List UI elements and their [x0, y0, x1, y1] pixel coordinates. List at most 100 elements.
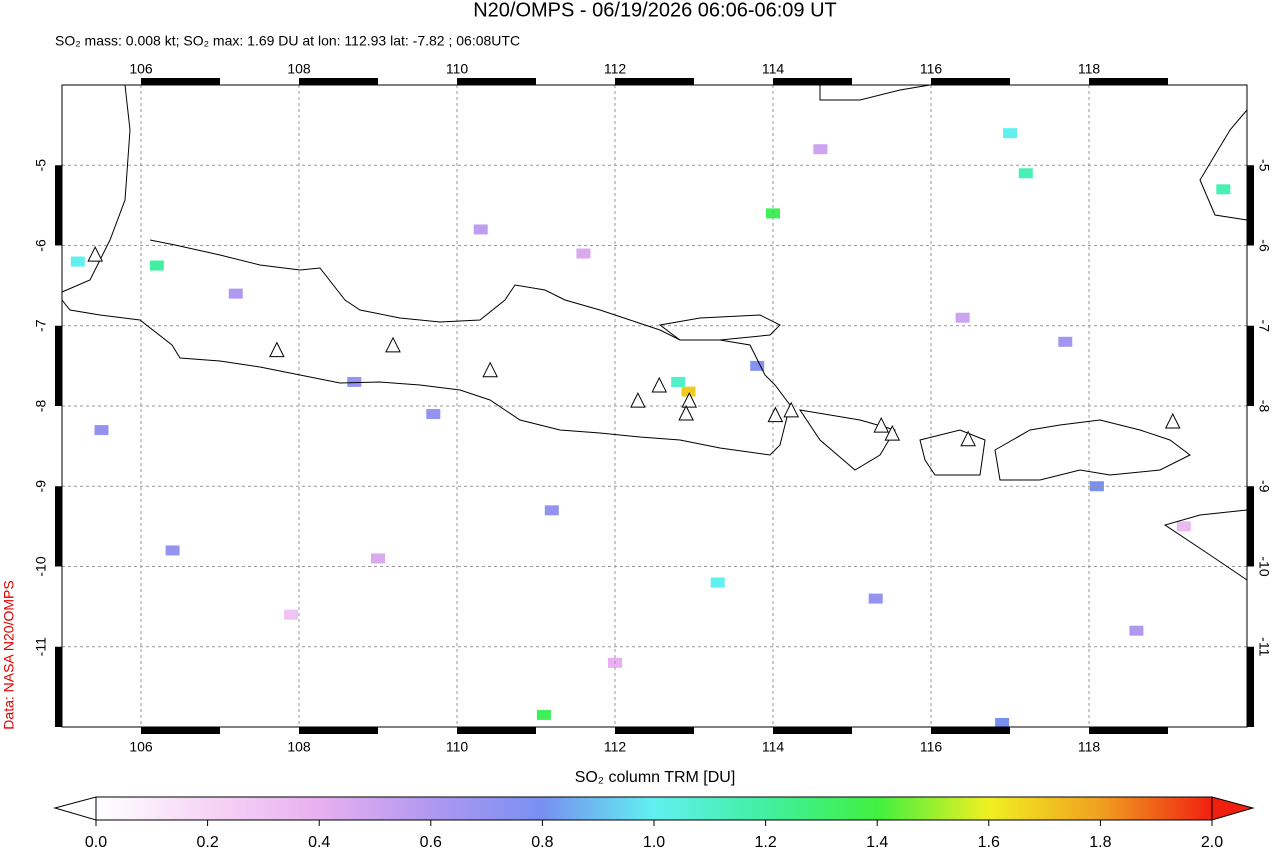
map-area [62, 85, 1247, 728]
x-tick-label: 108 [287, 61, 311, 77]
colorbar: SO₂ column TRM [DU] 0.0 0.2 0.4 0.6 0.8 1.0 1.… [53, 769, 1255, 851]
colorbar-tick-label: 1.2 [754, 834, 776, 851]
y-tick-label: -8 [33, 400, 49, 413]
frame-bar [299, 78, 378, 85]
x-tick-label: 116 [920, 61, 943, 77]
frame-bar [1089, 727, 1168, 734]
so2-pixel [94, 425, 109, 436]
so2-pixel [1176, 521, 1191, 532]
frame-bar [1247, 165, 1254, 246]
so2-pixel [371, 553, 385, 564]
coastline [798, 409, 896, 471]
so2-pixel [536, 709, 551, 720]
so2-pixel [284, 609, 299, 620]
y-tick-label: -7 [33, 319, 49, 332]
coastline [61, 84, 131, 293]
colorbar-label: SO₂ column TRM [DU] [575, 769, 736, 786]
colorbar-tick-label: 2.0 [1201, 834, 1223, 851]
y-tick-label: -11 [1256, 637, 1272, 656]
so2-pixel [1018, 168, 1033, 179]
frame [55, 78, 1254, 734]
coastline [61, 239, 791, 456]
colorbar-tick-label: 0.4 [308, 834, 330, 851]
y-tick-label: -9 [1256, 480, 1272, 493]
coastlines [61, 84, 1248, 581]
map-background [62, 85, 1247, 727]
x-tick-label: 106 [129, 61, 153, 77]
source: Data: NASA N20/OMPS [1, 580, 17, 729]
volcano [783, 401, 799, 418]
y-tick-label: -11 [33, 637, 49, 656]
so2-pixel [165, 545, 180, 556]
x-tick-label: 112 [604, 739, 627, 755]
colorbar-tick-label: 0.8 [531, 834, 553, 851]
so2-pixel [473, 224, 488, 235]
colorbar-over-arrow [1211, 796, 1255, 821]
frame-bar [615, 78, 694, 85]
title: N20/OMPS - 06/19/2026 06:06-06:09 UT [473, 0, 837, 21]
colorbar-tick-label: 0.6 [420, 834, 442, 851]
so2-pixel [228, 288, 243, 299]
frame-bar [55, 165, 62, 246]
x-tick-label: 106 [129, 739, 153, 755]
coastline [919, 429, 986, 476]
colorbar-tick-label: 0.0 [85, 834, 107, 851]
frame-bar [773, 78, 852, 85]
volcano [385, 336, 401, 353]
so2-pixel [347, 376, 362, 387]
so2-pixel [149, 260, 164, 271]
frame-bar [931, 727, 1010, 734]
volcano [651, 376, 668, 393]
colorbar-tick-label: 1.8 [1089, 834, 1111, 851]
x-tick-label: 118 [1078, 739, 1101, 755]
y-tick-label: -5 [33, 159, 49, 172]
volcano [482, 361, 498, 378]
x-tick-label: 114 [762, 739, 785, 755]
frame-bar [457, 78, 536, 85]
so2-pixel [1129, 625, 1144, 636]
so2-pixel [70, 256, 85, 267]
x-tick-label: 112 [604, 61, 627, 77]
frame-bar [141, 78, 220, 85]
colorbar-tick-label: 1.6 [978, 834, 1000, 851]
volcano [767, 406, 784, 423]
colorbar-bar [95, 796, 1213, 821]
so2-pixel [544, 505, 559, 516]
frame-bar [1089, 78, 1168, 85]
frame-bar [1247, 646, 1254, 727]
colorbar-tick-label: 1.4 [866, 834, 888, 851]
y-tick-label: -7 [1256, 320, 1272, 333]
volcano [87, 246, 103, 262]
frame-bar [773, 727, 852, 734]
volcano [681, 392, 698, 408]
frame-bar [299, 727, 378, 734]
frame-bar [55, 646, 62, 727]
so2-pixel [995, 717, 1010, 728]
volcano [960, 430, 976, 447]
y-tick-label: -5 [1256, 159, 1272, 172]
colorbar-tick-label: 0.2 [196, 834, 218, 851]
y-tick-label: -10 [1256, 556, 1272, 576]
x-tick-label: 110 [446, 739, 469, 755]
so2-pixel [1058, 336, 1073, 347]
subtitle: SO₂ mass: 0.008 kt; SO₂ max: 1.69 DU at … [55, 33, 520, 49]
so2-pixel [681, 386, 696, 397]
volcano [269, 341, 285, 358]
colorbar-tick-label: 1.0 [643, 834, 665, 851]
frame-bar [141, 727, 220, 734]
coastline [658, 314, 781, 341]
so2-pixel [671, 376, 686, 387]
so2-pixel [813, 144, 828, 155]
volcano [884, 424, 901, 441]
y-tick-label: -8 [1256, 400, 1272, 413]
x-tick-label: 114 [762, 61, 785, 77]
coastline [1163, 509, 1248, 581]
volcano [630, 392, 646, 408]
frame-bar [55, 486, 62, 567]
coastline [1199, 109, 1248, 221]
volcano [1164, 412, 1181, 429]
so2-pixel [1003, 128, 1017, 139]
frame-bar [615, 727, 694, 734]
y-tick-label: -6 [1256, 239, 1272, 252]
